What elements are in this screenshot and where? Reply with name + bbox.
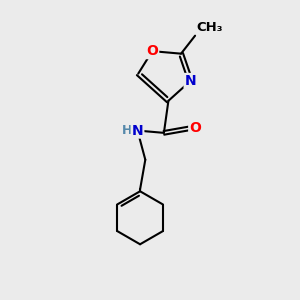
Text: N: N: [184, 74, 196, 88]
Text: H: H: [122, 124, 132, 137]
Text: O: O: [189, 122, 201, 135]
Text: CH₃: CH₃: [196, 21, 223, 34]
Text: O: O: [146, 44, 158, 58]
Text: N: N: [132, 124, 143, 138]
